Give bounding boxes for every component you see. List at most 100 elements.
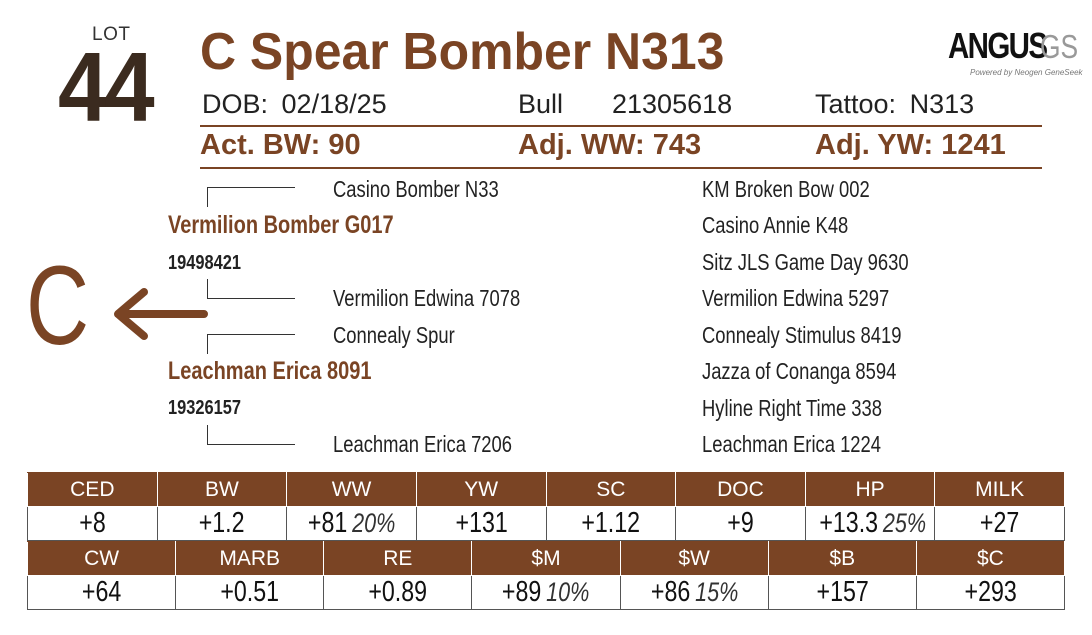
sire-reg: 19498421 [168,252,241,274]
great-grandparent: Hyline Right Time 338 [702,395,882,421]
sire-name: Vermilion Bomber G017 [168,211,394,239]
epd-header-sc: SC [545,472,677,507]
divider [200,125,1042,127]
dam-reg: 19326157 [168,397,241,419]
epd-header-c-index: $C [915,541,1066,576]
pedigree-line [207,298,295,299]
epd-value-row: +8 +1.2 +81 20% +131 +1.12 +9 +13.3 25% +2… [27,506,1065,541]
epd-value-cell: +81 20% [286,506,417,541]
epd-header-doc: DOC [675,472,806,507]
epd-percentile: 25% [882,508,926,538]
great-grandparent: Connealy Stimulus 8419 [702,322,902,348]
divider [200,167,1042,169]
epd-header-b-index: $B [767,541,917,576]
brand-letter: C [26,243,90,368]
epd-value: +9 [727,507,754,539]
adj-yw-label: Adj. YW: [815,129,934,161]
epd-value-cell: +86 15% [619,575,769,610]
great-grandparent: KM Broken Bow 002 [702,176,870,202]
sire-dam: Vermilion Edwina 7078 [333,285,521,311]
pedigree-line [207,334,295,335]
dam-sire: Connealy Spur [333,322,455,348]
dob-field: DOB: 02/18/25 [202,91,387,118]
epd-value-cell: +27 [934,506,1065,541]
pedigree-line [207,187,208,207]
epd-percentile: 10% [546,577,590,607]
dob-value: 02/18/25 [281,89,387,119]
great-grandparent: Sitz JLS Game Day 9630 [702,249,909,275]
tattoo-label: Tattoo: [815,89,897,119]
epd-value: +0.89 [368,576,428,608]
epd-header-re: RE [323,541,473,576]
adj-ww: Adj. WW: 743 [518,131,701,160]
epd-value: +8 [79,507,106,539]
epd-value: +64 [81,576,122,608]
arrow-left-icon [114,288,208,340]
epd-header-cw: CW [26,541,177,576]
dob-label: DOB: [202,89,269,119]
epd-header-row: CED BW WW YW SC DOC HP MILK [27,472,1065,507]
act-bw-value: 90 [328,129,361,161]
great-grandparent: Vermilion Edwina 5297 [702,285,890,311]
epd-header-milk: MILK [934,472,1065,507]
epd-value: +293 [964,576,1017,608]
epd-value-cell: +1.12 [545,506,677,541]
epd-percentile: 20% [352,508,396,538]
tattoo-value: N313 [909,89,975,119]
epd-header-ced: CED [27,472,158,507]
adj-yw-value: 1241 [941,129,1006,161]
epd-value: +13.3 [819,507,878,539]
pedigree-line [207,334,208,354]
epd-value: +27 [979,507,1020,539]
logo-tagline: Powered by Neogen GeneSeek [970,68,1083,77]
epd-value-cell: +13.3 25% [804,506,936,541]
epd-value-cell: +131 [415,506,547,541]
sex-value: Bull [518,89,564,119]
epd-table-2: CW MARB RE $M $W $B $C +64 +0.51 +0.89 +… [26,541,1066,610]
act-bw-label: Act. BW: [200,129,321,161]
epd-value: +81 [307,507,348,539]
epd-header-hp: HP [804,472,936,507]
pedigree-line [207,187,295,188]
logo-angus-text: ANGUS [948,25,1048,66]
great-grandparent: Jazza of Conanga 8594 [702,358,897,384]
epd-value: +157 [816,576,869,608]
epd-value: +89 [502,576,542,608]
epd-header-w-index: $W [619,541,769,576]
epd-value-cell: +89 10% [471,575,621,610]
great-grandparent: Leachman Erica 1224 [702,431,882,457]
pedigree-line [207,279,208,298]
epd-value-cell: +64 [26,575,177,610]
epd-value: +131 [455,507,508,539]
epd-value-cell: +157 [767,575,917,610]
epd-value: +0.51 [220,576,280,608]
tattoo-field: Tattoo: N313 [815,91,974,118]
sex-field: Bull [518,91,563,118]
epd-header-ww: WW [286,472,417,507]
epd-value: +1.12 [581,507,641,539]
lot-number: 44 [58,32,155,142]
epd-value-cell: +0.89 [323,575,473,610]
animal-name: C Spear Bomber N313 [200,23,725,81]
epd-table-1: CED BW WW YW SC DOC HP MILK +8 +1.2 +81 2… [27,472,1065,541]
adj-ww-value: 743 [652,129,702,161]
pedigree-line [207,444,295,445]
dam-name: Leachman Erica 8091 [168,357,372,385]
epd-value-cell: +9 [675,506,806,541]
brand-mark: C [26,250,216,368]
epd-header-yw: YW [415,472,547,507]
epd-header-row: CW MARB RE $M $W $B $C [26,541,1066,576]
sire-sire: Casino Bomber N33 [333,176,499,202]
epd-value-cell: +1.2 [156,506,288,541]
epd-header-m-index: $M [471,541,621,576]
act-bw: Act. BW: 90 [200,131,361,160]
epd-value-cell: +8 [27,506,158,541]
epd-percentile: 15% [694,577,738,607]
registration-number: 21305618 [612,89,733,119]
epd-value: +1.2 [199,507,245,539]
pedigree-line [207,425,208,444]
epd-value: +86 [650,576,690,608]
epd-header-bw: BW [156,472,288,507]
great-grandparent: Casino Annie K48 [702,212,849,238]
epd-value-row: +64 +0.51 +0.89 +89 10% +86 15% +157 +293 [26,575,1066,610]
